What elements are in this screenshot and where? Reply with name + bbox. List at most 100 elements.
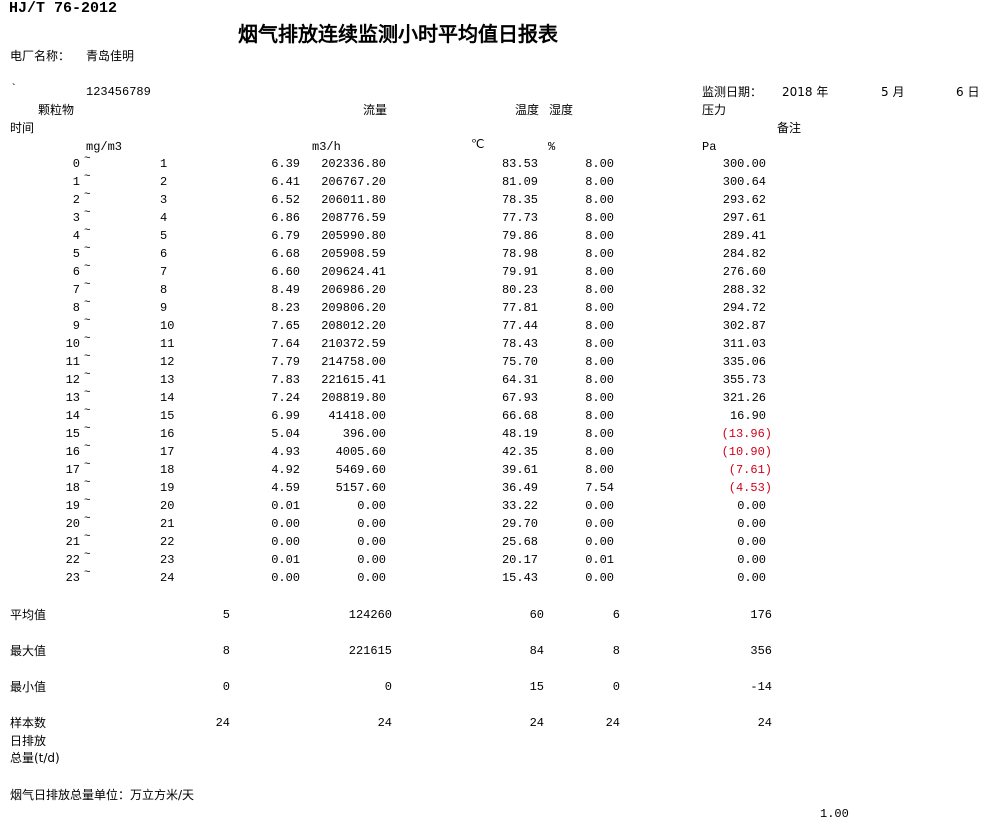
hour-from: 4	[72, 229, 80, 243]
pressure-value: 300.00	[722, 157, 766, 171]
col-flow: 流量	[363, 103, 388, 117]
date-label: 监测日期：	[702, 85, 763, 99]
flow-value: 0.00	[357, 517, 386, 531]
summary-temperature: 60	[529, 608, 544, 622]
temperature-value: 80.23	[501, 283, 538, 297]
tilde-separator: ~	[84, 549, 91, 561]
flow-value: 4005.60	[335, 445, 386, 459]
particulate-value: 4.92	[271, 463, 300, 477]
code: 123456789	[86, 85, 151, 99]
summary-pressure: -14	[750, 680, 772, 694]
pressure-value: 289.41	[722, 229, 766, 243]
unit-pressure: Pa	[702, 140, 717, 154]
particulate-value: 6.79	[271, 229, 300, 243]
humidity-value: 8.00	[585, 301, 614, 315]
pressure-value: 294.72	[722, 301, 766, 315]
tilde-separator: ~	[84, 189, 91, 201]
hour-to: 12	[160, 355, 175, 369]
summary-particulate: 8	[222, 644, 230, 658]
humidity-value: 8.00	[585, 373, 614, 387]
flow-value: 0.00	[357, 499, 386, 513]
unit-temperature: ℃	[471, 138, 485, 152]
temperature-value: 78.43	[501, 337, 538, 351]
hour-to: 16	[160, 427, 175, 441]
tilde-separator: ~	[84, 297, 91, 309]
hour-to: 2	[160, 175, 168, 189]
flow-value: 41418.00	[328, 409, 386, 423]
hour-from: 10	[65, 337, 80, 351]
date-year: 2018 年	[782, 85, 829, 99]
particulate-value: 7.79	[271, 355, 300, 369]
tilde-separator: ~	[84, 531, 91, 543]
summary-pressure: 356	[750, 644, 772, 658]
particulate-value: 6.60	[271, 265, 300, 279]
particulate-value: 7.64	[271, 337, 300, 351]
pressure-value: 0.00	[737, 517, 766, 531]
summary-flow: 0	[384, 680, 392, 694]
hour-to: 21	[160, 517, 175, 531]
particulate-value: 0.00	[271, 517, 300, 531]
humidity-value: 8.00	[585, 463, 614, 477]
pressure-value: 0.00	[737, 535, 766, 549]
humidity-value: 8.00	[585, 409, 614, 423]
pressure-value: 302.87	[722, 319, 766, 333]
flow-value: 202336.80	[321, 157, 386, 171]
flow-value: 208776.59	[321, 211, 386, 225]
hour-from: 23	[65, 571, 80, 585]
temperature-value: 77.44	[501, 319, 538, 333]
pressure-value: 355.73	[722, 373, 766, 387]
tilde-separator: ~	[84, 423, 91, 435]
tilde-separator: ~	[84, 567, 91, 579]
col-humidity: 湿度	[549, 103, 574, 117]
hour-from: 13	[65, 391, 80, 405]
pressure-value: 284.82	[722, 247, 766, 261]
particulate-value: 6.99	[271, 409, 300, 423]
hour-from: 9	[72, 319, 80, 333]
temperature-value: 20.17	[501, 553, 538, 567]
hour-from: 5	[72, 247, 80, 261]
hour-to: 23	[160, 553, 175, 567]
hour-to: 10	[160, 319, 175, 333]
particulate-value: 0.00	[271, 571, 300, 585]
particulate-value: 6.52	[271, 193, 300, 207]
hour-from: 3	[72, 211, 80, 225]
humidity-value: 8.00	[585, 157, 614, 171]
humidity-value: 8.00	[585, 193, 614, 207]
hour-to: 1	[160, 157, 168, 171]
particulate-value: 7.65	[271, 319, 300, 333]
hour-to: 19	[160, 481, 175, 495]
particulate-value: 6.68	[271, 247, 300, 261]
hour-to: 13	[160, 373, 175, 387]
pressure-value: 297.61	[722, 211, 766, 225]
hour-from: 6	[72, 265, 80, 279]
plant-label: 电厂名称：	[10, 49, 71, 63]
flow-value: 214758.00	[321, 355, 386, 369]
temperature-value: 36.49	[501, 481, 538, 495]
tilde-separator: ~	[84, 315, 91, 327]
hour-to: 4	[160, 211, 168, 225]
summary-particulate: 24	[215, 716, 230, 730]
particulate-value: 6.39	[271, 157, 300, 171]
col-pressure: 压力	[702, 103, 727, 117]
pressure-value: (13.96)	[721, 427, 772, 441]
flow-value: 396.00	[342, 427, 386, 441]
humidity-value: 8.00	[585, 319, 614, 333]
temperature-value: 81.09	[501, 175, 538, 189]
flow-value: 221615.41	[321, 373, 386, 387]
hour-to: 11	[160, 337, 175, 351]
humidity-value: 8.00	[585, 211, 614, 225]
temperature-value: 79.91	[501, 265, 538, 279]
tilde-separator: ~	[84, 207, 91, 219]
humidity-value: 8.00	[585, 247, 614, 261]
plant-name: 青岛佳明	[86, 49, 135, 63]
summary-humidity: 6	[612, 608, 620, 622]
col-particulate: 颗粒物	[38, 103, 75, 117]
temperature-value: 48.19	[501, 427, 538, 441]
tilde-separator: ~	[84, 153, 91, 165]
summary-pressure: 24	[757, 716, 772, 730]
humidity-value: 8.00	[585, 337, 614, 351]
daily-emission-label-1: 日排放	[10, 734, 47, 748]
summary-label: 样本数	[10, 716, 47, 730]
tilde-separator: ~	[84, 459, 91, 471]
